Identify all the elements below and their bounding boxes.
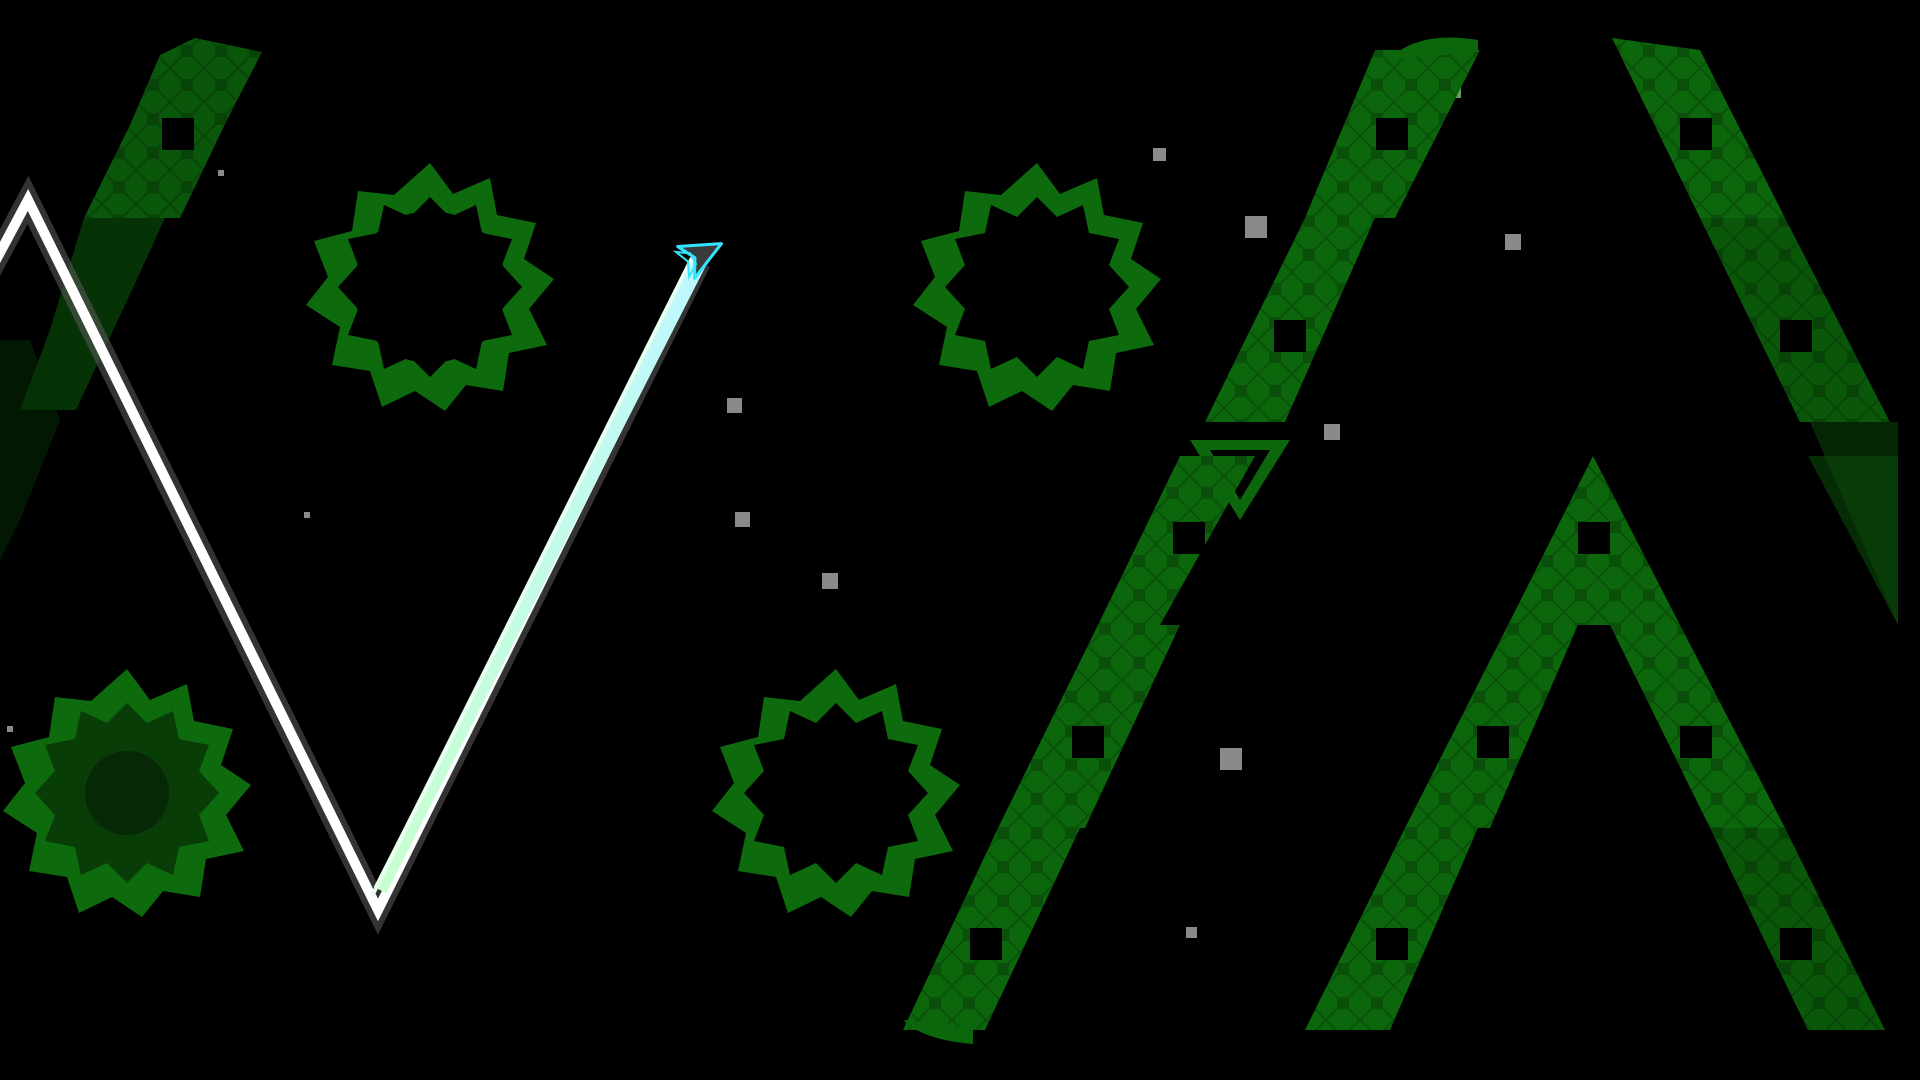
spiked-saw-icon [913,163,1161,411]
particle [822,573,838,589]
particle [1324,424,1340,440]
zigzag-obstacle-top-right [1612,38,1898,625]
particles [7,82,1521,938]
particle [1220,748,1242,770]
particle [1245,216,1267,238]
left-zigzag-obstacle [0,38,262,560]
wave-trail [0,175,710,935]
spiked-saw-icon [712,669,960,917]
wave-arrow-icon [672,242,723,281]
particle [1153,148,1166,161]
particle [218,170,224,176]
particle [7,726,13,732]
zigzag-obstacle-right [1305,456,1885,1030]
block-hole [162,118,194,150]
zigzag-block [0,340,60,560]
zigzag-obstacle-center [903,37,1480,1044]
particle [735,512,750,527]
spiked-saw-icon [306,163,554,411]
particle [304,512,310,518]
particle [1505,234,1521,250]
particle [727,398,742,413]
spiked-saw-icon [3,669,251,917]
particle [1186,927,1197,938]
